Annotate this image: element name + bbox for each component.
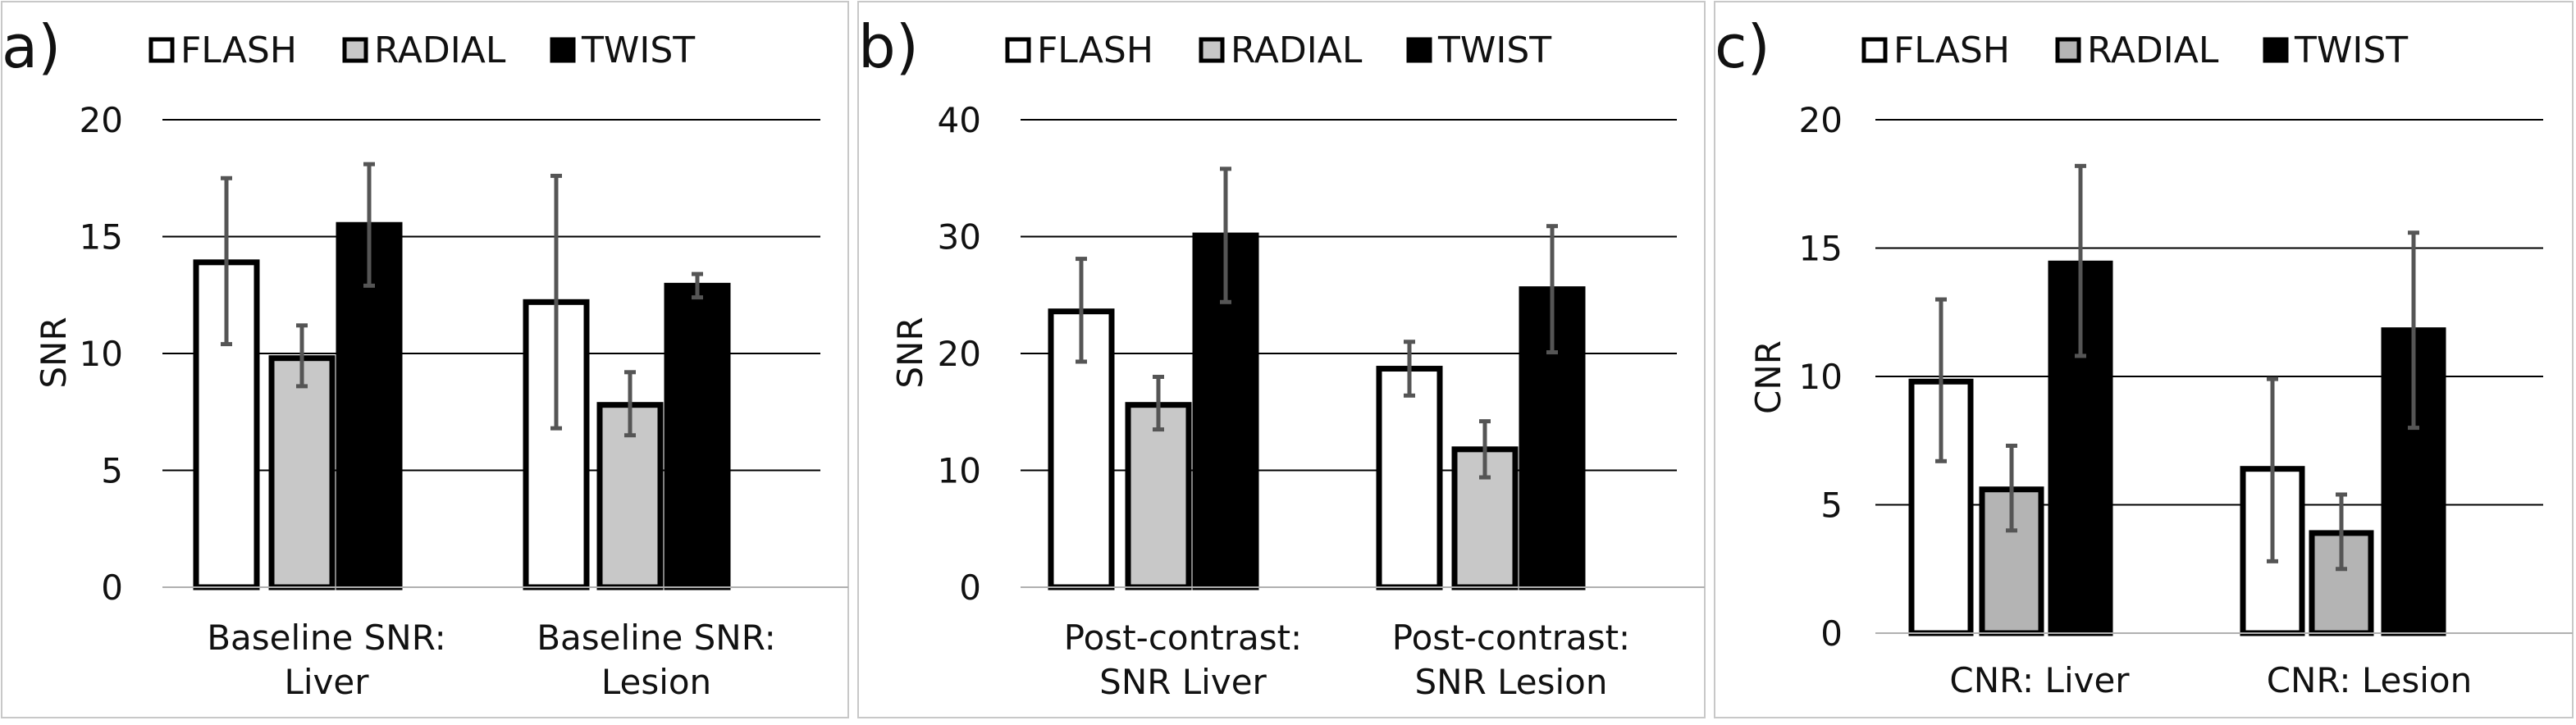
panel-c-xtick-1-line1: CNR: Lesion [2267,660,2473,700]
panel-a-legend-twist-swatch [550,37,576,63]
panel-c-legend-radial-swatch [2055,37,2081,63]
panel-a-ytick-2: 10 [80,334,123,374]
panel-c-xtick-0-line1: CNR: Liver [1949,660,2130,700]
panel-b-ytick-0: 0 [959,568,981,608]
panel-b-xtick-1-line2: SNR Lesion [1415,662,1608,702]
panel-c-label: c) [1715,12,1770,81]
panel-c-errorbar-twist-0 [2075,163,2086,358]
panel-c-errorbar-flash-0 [1935,297,1947,463]
panel-b-legend-flash-swatch [1005,37,1031,63]
panel-c-errorbar-flash-1 [2267,376,2278,563]
panel-a-errorbar-radial-1 [624,370,636,438]
panel-b-legend-flash-label: FLASH [1037,30,1153,71]
panel-a-ytick-4: 20 [80,100,123,140]
panel-a-legend-flash-swatch [148,37,175,63]
panel-c-ytick-2: 10 [1799,357,1843,397]
panel-a: a) FLASH RADIAL TWIST SNR 0 5 10 15 20 Basel… [1,1,849,718]
panel-b-label: b) [858,12,919,81]
panel-a-legend-radial-swatch [342,37,368,63]
panel-c-ylabel: CNR [1748,340,1788,414]
panel-b-errorbar-flash-1 [1404,340,1415,398]
panel-c-errorbar-twist-1 [2408,230,2419,431]
panel-b-legend: FLASH RADIAL TWIST [1005,30,1551,71]
panel-b-legend-radial-swatch [1199,37,1225,63]
panel-b-legend-twist-swatch [1406,37,1432,63]
panel-b-error-bars [1076,166,1558,480]
panel-a-legend-twist-label: TWIST [581,30,695,71]
panel-c-bar-flash-0 [1908,378,1974,636]
panel-a-errorbar-twist-1 [692,271,703,300]
panel-c-ytick-0: 0 [1820,613,1843,654]
panel-c-errorbar-radial-0 [2006,444,2017,533]
panel-b-xtick-1-line1: Post-contrast: [1392,618,1630,658]
panel-b-errorbar-flash-0 [1076,257,1087,364]
panel-a-xtick-0-line1: Baseline SNR: [207,618,446,658]
panel-b-xtick-0-line2: SNR Liver [1099,662,1267,702]
panel-a-ytick-0: 0 [101,568,123,608]
panel-c-ytick-3: 15 [1799,229,1843,269]
panel-b-errorbar-radial-1 [1479,419,1491,480]
panel-c-legend-radial-label: RADIAL [2087,30,2219,71]
panel-c-legend-flash-label: FLASH [1893,30,2010,71]
panel-a-errorbar-twist-0 [363,162,375,288]
panel-c-bars [1908,260,2446,636]
panel-c-legend-twist-label: TWIST [2294,30,2408,71]
panel-a-errorbar-flash-0 [221,176,232,347]
panel-b-bar-radial-0 [1125,402,1192,590]
panel-b-bars [1048,232,1586,590]
panel-c-errorbar-radial-1 [2336,492,2347,572]
panel-b-legend-radial-label: RADIAL [1231,30,1363,71]
panel-c-ytick-1: 5 [1820,486,1843,526]
panel-c-y-ticks: 0 5 10 15 20 [1799,100,1843,654]
panel-a-error-bars [221,162,703,438]
panel-c-legend-flash-swatch [1861,37,1888,63]
panel-b-ytick-4: 40 [938,100,981,140]
panel-b-errorbar-radial-0 [1153,375,1164,432]
panel-b-bar-flash-1 [1376,366,1443,590]
panel-b-ytick-2: 20 [938,334,981,374]
panel-a-errorbar-flash-1 [550,173,562,431]
panel-c: c) FLASH RADIAL TWIST CNR 0 5 10 15 20 CNR: … [1714,1,2574,718]
panel-a-bar-twist-1 [664,282,731,590]
panel-b-errorbar-twist-1 [1546,224,1558,355]
panel-a-ytick-1: 5 [101,451,123,491]
panel-a-legend: FLASH RADIAL TWIST [148,30,695,71]
panel-a-xtick-1-line1: Baseline SNR: [537,618,776,658]
panel-a-xtick-0-line2: Liver [284,662,369,702]
panel-a-errorbar-radial-0 [296,323,308,389]
panel-b: b) FLASH RADIAL TWIST SNR 0 10 20 30 40 Post… [857,1,1706,718]
panel-a-y-ticks: 0 5 10 15 20 [80,100,123,608]
panel-a-ylabel: SNR [34,317,74,388]
panel-b-legend-twist-label: TWIST [1437,30,1551,71]
panel-b-y-ticks: 0 10 20 30 40 [938,100,981,608]
panel-c-error-bars [1935,163,2419,572]
panel-b-ytick-3: 30 [938,217,981,258]
panel-b-ylabel: SNR [890,317,930,388]
panel-a-legend-radial-label: RADIAL [374,30,506,71]
panel-c-legend-twist-swatch [2263,37,2289,63]
panel-b-errorbar-twist-0 [1220,166,1231,304]
panel-b-ytick-1: 10 [938,451,981,491]
panel-a-xtick-1-line2: Lesion [601,662,711,702]
panel-a-ytick-3: 15 [80,217,123,258]
panel-b-xtick-0-line1: Post-contrast: [1064,618,1302,658]
panel-c-ytick-4: 20 [1799,100,1843,140]
panel-a-label: a) [2,12,61,81]
panel-c-legend: FLASH RADIAL TWIST [1861,30,2408,71]
panel-a-legend-flash-label: FLASH [180,30,297,71]
panel-a-bar-radial-0 [268,355,336,590]
